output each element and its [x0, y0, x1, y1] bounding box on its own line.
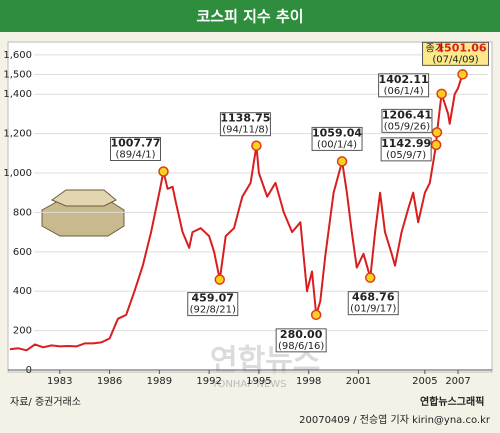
annotation-prefix: 종가 — [426, 42, 444, 54]
annotation-point — [336, 156, 348, 167]
annotation-value: 280.00 — [280, 328, 323, 341]
annotation-point — [430, 139, 442, 151]
annotation-point — [436, 88, 447, 100]
annotation-value: 1206.41 — [382, 108, 432, 121]
annotation-date: (05/9/26) — [384, 121, 430, 132]
annotation-point — [310, 309, 322, 321]
annotation-value: 459.07 — [192, 292, 234, 305]
annotation-box — [311, 126, 363, 151]
annotation-value: 1501.06 — [436, 41, 486, 54]
annotation-box — [109, 136, 161, 161]
annotation-date: (94/11/8) — [222, 125, 268, 136]
y-tick-label: 800 — [13, 207, 32, 218]
y-tick-label: 600 — [13, 247, 32, 258]
annotation-date: (89/4/1) — [115, 149, 155, 160]
annotation-point — [158, 166, 169, 177]
annotation-date: (00/1/4) — [317, 139, 357, 150]
y-tick-label: 200 — [13, 326, 32, 337]
x-tick-label: 1983 — [47, 376, 72, 387]
annotation-value: 468.76 — [352, 291, 395, 304]
line — [9, 73, 464, 352]
annotation-value: 1138.75 — [220, 112, 270, 125]
annotation-box — [347, 291, 399, 316]
x-tick-label: 2001 — [346, 376, 371, 387]
x-tick-label: 1992 — [196, 376, 221, 387]
y-tick-label: 400 — [13, 286, 32, 297]
x-tick-label: 1989 — [147, 376, 172, 387]
annotation-date: (07/4/09) — [432, 54, 478, 65]
annotation-box — [381, 108, 433, 133]
annotation-value: 1402.11 — [379, 73, 429, 86]
annotation-point — [214, 274, 226, 285]
annotation-point — [457, 69, 468, 80]
title-bar — [0, 0, 500, 32]
annotation-value: 1007.77 — [110, 136, 160, 149]
annotation-date: (05/9/7) — [386, 150, 426, 161]
y-tick-label: 1,500 — [3, 70, 32, 81]
x-tick-label: 1995 — [246, 376, 271, 387]
x-tick-label: 2007 — [445, 376, 470, 387]
annotation-date: (06/1/4) — [384, 86, 424, 97]
annotation-box — [187, 292, 239, 317]
annotation-date: (92/8/21) — [190, 305, 236, 316]
annotation-date: (01/9/17) — [350, 304, 396, 315]
annotation-value: 1059.04 — [312, 126, 362, 139]
watermark-en: YONHAP NEWS — [211, 379, 287, 390]
annotation-value: 1142.99 — [381, 137, 431, 150]
annotation-box — [422, 41, 490, 66]
y-tick-label: 1,200 — [3, 129, 32, 140]
chart-title: 코스피 지수 추이 — [196, 8, 303, 26]
y-tick-label: 1,000 — [3, 168, 32, 179]
annotation-box — [378, 73, 430, 98]
annotation-point — [365, 272, 376, 283]
annotation-point — [431, 127, 443, 138]
y-tick-label: 1,600 — [3, 50, 32, 61]
x-tick-label: 1998 — [296, 376, 321, 387]
x-tick-label: 1986 — [97, 376, 122, 387]
annotation-point — [251, 140, 262, 151]
x-tick-label: 2005 — [412, 376, 437, 387]
stone-icon — [41, 189, 125, 237]
annotation-box — [380, 137, 432, 162]
source: 자료/ 증권거래소 — [10, 396, 81, 408]
credit: 20070409 / 전승엽 기자 kirin@yna.co.kr — [299, 414, 491, 426]
annotation-date: (98/6/16) — [278, 341, 324, 352]
y-tick-label: 1,400 — [3, 89, 32, 100]
annotation-box — [219, 112, 271, 137]
logo: 연합뉴스그래픽 — [420, 395, 484, 408]
annotation-box — [275, 328, 327, 353]
